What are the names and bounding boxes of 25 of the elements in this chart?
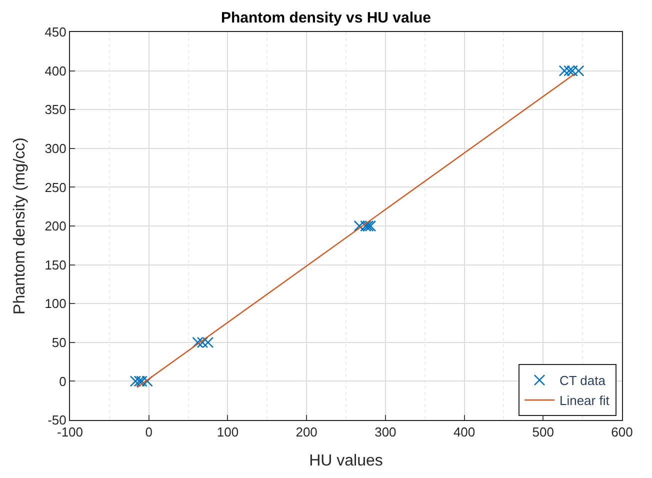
y-tick-label: 150	[44, 257, 66, 272]
x-axis-title: HU values	[309, 452, 383, 470]
x-tick-label: 100	[216, 424, 239, 440]
y-tick-label: 100	[44, 296, 66, 312]
y-tick-label: 250	[44, 180, 66, 195]
legend-label: Linear fit	[559, 393, 610, 408]
y-tick-label: 50	[52, 334, 66, 350]
y-tick-label: 300	[44, 140, 66, 156]
x-tick-label: 300	[374, 424, 396, 440]
x-tick-label: 200	[296, 424, 318, 440]
legend-label: CT data	[559, 373, 606, 388]
x-tick-label: 0	[145, 424, 152, 440]
x-tick-label: 500	[532, 424, 554, 440]
chart-title: Phantom density vs HU value	[220, 9, 432, 26]
y-tick-label: 400	[44, 63, 66, 78]
x-tick-label: 400	[453, 424, 476, 440]
point	[196, 336, 208, 348]
point	[360, 220, 372, 232]
y-tick-label: 200	[44, 218, 66, 234]
y-tick-label: 450	[44, 24, 66, 40]
y-axis-title: Phantom density (mg/cc)	[12, 138, 29, 314]
y-tick-label: 0	[59, 374, 66, 389]
y-tick-label: 350	[44, 102, 66, 118]
x-tick-label: 600	[611, 424, 633, 440]
point	[136, 376, 148, 387]
